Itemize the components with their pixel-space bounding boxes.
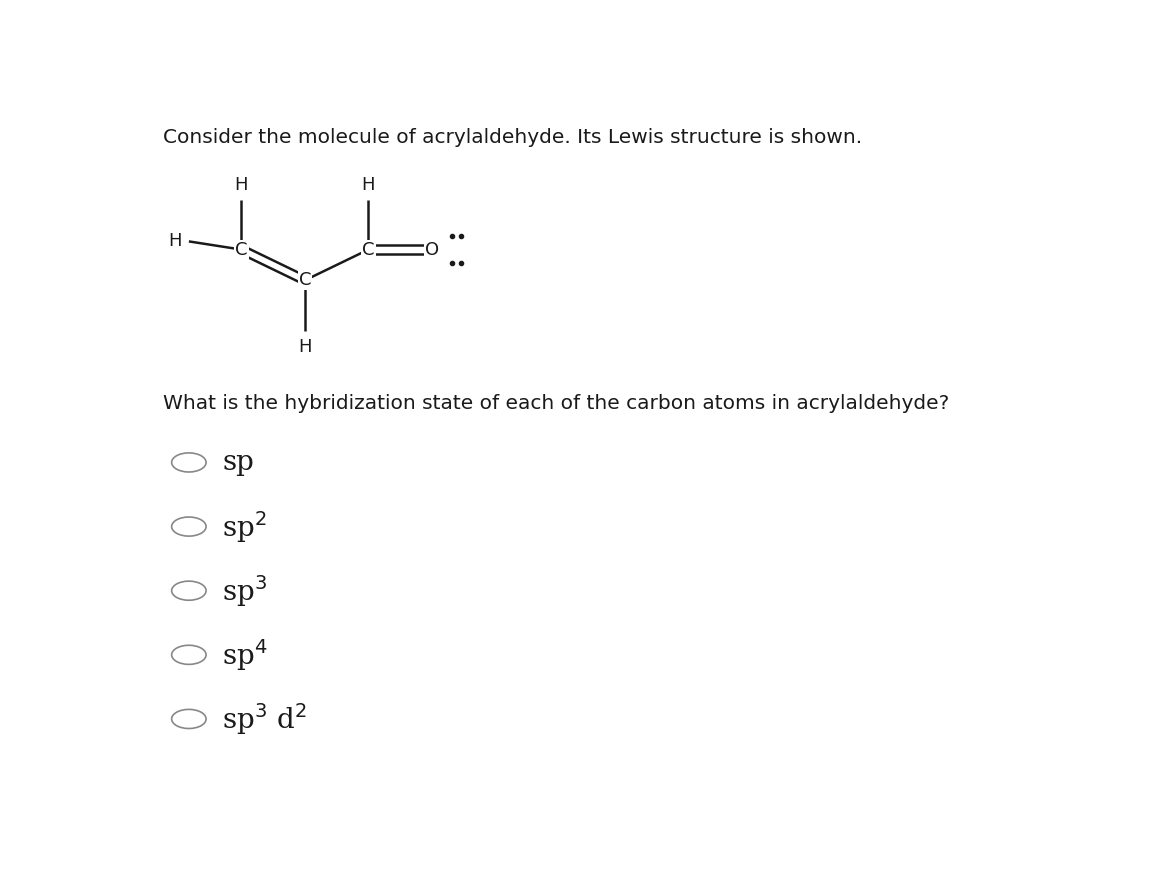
Text: sp$^3$ d$^2$: sp$^3$ d$^2$ <box>222 701 307 737</box>
Text: H: H <box>168 232 181 251</box>
Text: What is the hybridization state of each of the carbon atoms in acrylaldehyde?: What is the hybridization state of each … <box>163 394 949 413</box>
Text: H: H <box>298 338 311 356</box>
Text: C: C <box>363 241 374 259</box>
Text: Consider the molecule of acrylaldehyde. Its Lewis structure is shown.: Consider the molecule of acrylaldehyde. … <box>163 128 861 147</box>
Text: H: H <box>235 175 248 194</box>
Text: sp: sp <box>222 449 254 476</box>
Text: sp$^3$: sp$^3$ <box>222 572 268 609</box>
Text: sp$^4$: sp$^4$ <box>222 637 268 672</box>
Text: O: O <box>425 241 439 259</box>
Text: C: C <box>298 271 311 290</box>
Text: sp$^2$: sp$^2$ <box>222 509 267 545</box>
Text: C: C <box>235 241 248 259</box>
Text: H: H <box>362 175 376 194</box>
